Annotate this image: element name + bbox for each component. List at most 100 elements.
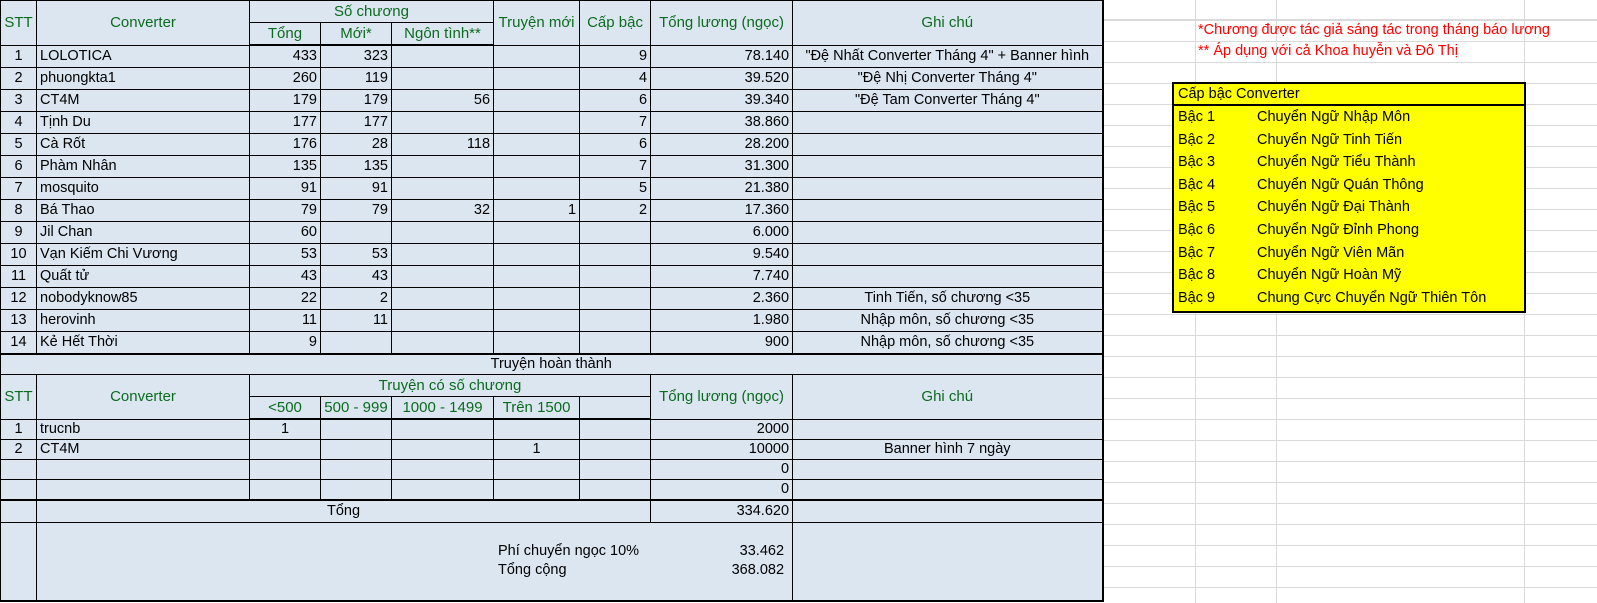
cell-stt[interactable]: 6 (0, 155, 37, 178)
cell-cap-bac[interactable]: 2 (579, 199, 652, 222)
total-label[interactable]: Tổng (35, 499, 652, 523)
cell-moi[interactable]: 135 (320, 155, 392, 178)
cell-name[interactable] (36, 459, 250, 480)
footer-note-cell[interactable] (792, 522, 1104, 602)
cell-name[interactable]: CT4M (36, 439, 250, 460)
cell-truyen-moi[interactable] (493, 221, 581, 244)
cell-moi[interactable]: 91 (320, 177, 392, 200)
cell-name[interactable]: trucnb (36, 418, 250, 440)
cell-c1[interactable] (249, 479, 321, 501)
cell-name[interactable] (36, 479, 250, 501)
total-note-cell[interactable] (792, 499, 1104, 523)
cell-luong[interactable]: 31.300 (650, 155, 794, 178)
cell-c4[interactable] (493, 459, 581, 480)
cell-truyen-moi[interactable] (493, 89, 581, 112)
cell-tong[interactable]: 433 (249, 44, 321, 68)
cell-stt[interactable]: 10 (0, 243, 37, 266)
cell-c4[interactable] (493, 418, 581, 440)
rank-item[interactable]: Bậc 2 Chuyển Ngữ Tinh Tiến (1174, 129, 1524, 152)
cell-truyen-moi[interactable] (493, 133, 581, 156)
header-tong[interactable]: Tổng (249, 22, 321, 46)
cell-name[interactable]: Quất tử (36, 265, 250, 288)
rank-item[interactable]: Bậc 9 Chung Cực Chuyển Ngữ Thiên Tôn (1174, 287, 1524, 310)
header-tong-luong[interactable]: Tổng lương (ngọc) (650, 374, 794, 420)
cell-cap-bac[interactable]: 7 (579, 155, 652, 178)
cell-stt[interactable]: 14 (0, 331, 37, 355)
footer-stt-cell[interactable] (0, 522, 37, 602)
header-tong-luong[interactable]: Tổng lương (ngọc) (650, 0, 794, 46)
cell-c1[interactable] (249, 459, 321, 480)
cell-luong[interactable]: 9.540 (650, 243, 794, 266)
cell-ghi-chu[interactable] (792, 418, 1104, 440)
cell-truyen-moi[interactable] (493, 67, 581, 90)
cell-ngon-tinh[interactable] (390, 309, 495, 332)
header-1000-1499[interactable]: 1000 - 1499 (390, 396, 495, 420)
cell-name[interactable]: nobodyknow85 (36, 287, 250, 310)
cell-luong[interactable]: 38.860 (650, 111, 794, 134)
cell-ghi-chu[interactable]: Nhập môn, số chương <35 (792, 309, 1104, 332)
cell-luong[interactable]: 0 (650, 459, 794, 480)
cell-tong[interactable]: 60 (249, 221, 321, 244)
cell-tong[interactable]: 53 (249, 243, 321, 266)
cell-ghi-chu[interactable] (792, 199, 1104, 222)
cell-tong[interactable]: 91 (249, 177, 321, 200)
cell-stt[interactable]: 12 (0, 287, 37, 310)
cell-name[interactable]: Jil Chan (36, 221, 250, 244)
cell-ghi-chu[interactable] (792, 177, 1104, 200)
cell-tong[interactable]: 176 (249, 133, 321, 156)
cell-cap-bac[interactable] (579, 265, 652, 288)
cell-stt[interactable]: 2 (0, 439, 37, 460)
rank-item[interactable]: Bậc 1 Chuyển Ngữ Nhập Môn (1174, 106, 1524, 129)
cell-stt[interactable]: 8 (0, 199, 37, 222)
cell-tong[interactable]: 79 (249, 199, 321, 222)
cell-name[interactable]: phuongkta1 (36, 67, 250, 90)
header-chapter-range[interactable]: Truyện có số chương (248, 374, 652, 397)
cell-name[interactable]: Cà Rốt (36, 133, 250, 156)
cell-ghi-chu[interactable] (792, 459, 1104, 480)
cell-c3[interactable] (390, 479, 495, 501)
header-stt[interactable]: STT (0, 0, 37, 46)
cell-luong[interactable]: 39.520 (650, 67, 794, 90)
cell-stt[interactable]: 3 (0, 89, 37, 112)
cell-truyen-moi[interactable] (493, 287, 581, 310)
cell-moi[interactable]: 43 (320, 265, 392, 288)
cell-stt[interactable] (0, 459, 37, 480)
cell-ghi-chu[interactable]: "Đệ Nhất Converter Tháng 4" + Banner hìn… (792, 44, 1104, 68)
cell-ghi-chu[interactable] (792, 479, 1104, 501)
header-so-chuong[interactable]: Số chương (248, 0, 495, 23)
cell-ngon-tinh[interactable] (390, 44, 495, 68)
cell-tong[interactable]: 135 (249, 155, 321, 178)
cell-ghi-chu[interactable]: Banner hình 7 ngày (792, 439, 1104, 460)
rank-item[interactable]: Bậc 6 Chuyển Ngữ Đỉnh Phong (1174, 219, 1524, 242)
cell-moi[interactable] (320, 221, 392, 244)
cell-c1[interactable] (249, 439, 321, 460)
cell-name[interactable]: Kẻ Hết Thời (36, 331, 250, 355)
cell-ghi-chu[interactable] (792, 155, 1104, 178)
cell-stt[interactable]: 5 (0, 133, 37, 156)
cell-ngon-tinh[interactable]: 56 (390, 89, 495, 112)
cell-luong[interactable]: 900 (650, 331, 794, 355)
cell-luong[interactable]: 17.360 (650, 199, 794, 222)
rank-item[interactable]: Bậc 3 Chuyển Ngữ Tiểu Thành (1174, 151, 1524, 174)
cell-truyen-moi[interactable] (493, 265, 581, 288)
cell-moi[interactable]: 28 (320, 133, 392, 156)
cell-c2[interactable] (320, 479, 392, 501)
rank-item[interactable]: Bậc 7 Chuyển Ngữ Viên Mãn (1174, 242, 1524, 265)
cell-cap-bac[interactable] (579, 221, 652, 244)
cell-c3[interactable] (390, 418, 495, 440)
header-ghi-chu[interactable]: Ghi chú (792, 374, 1104, 420)
cell-name[interactable]: LOLOTICA (36, 44, 250, 68)
cell-c5[interactable] (579, 479, 652, 501)
header-over-1500[interactable]: Trên 1500 (493, 396, 581, 420)
cell-ghi-chu[interactable]: "Đệ Tam Converter Tháng 4" (792, 89, 1104, 112)
header-converter[interactable]: Converter (36, 0, 250, 46)
cell-stt[interactable]: 13 (0, 309, 37, 332)
cell-stt[interactable]: 4 (0, 111, 37, 134)
cell-name[interactable]: herovinh (36, 309, 250, 332)
cell-c3[interactable] (390, 439, 495, 460)
cell-tong[interactable]: 9 (249, 331, 321, 355)
header-stt[interactable]: STT (0, 374, 37, 420)
cell-stt[interactable]: 1 (0, 418, 37, 440)
cell-moi[interactable]: 177 (320, 111, 392, 134)
cell-c4[interactable] (493, 479, 581, 501)
